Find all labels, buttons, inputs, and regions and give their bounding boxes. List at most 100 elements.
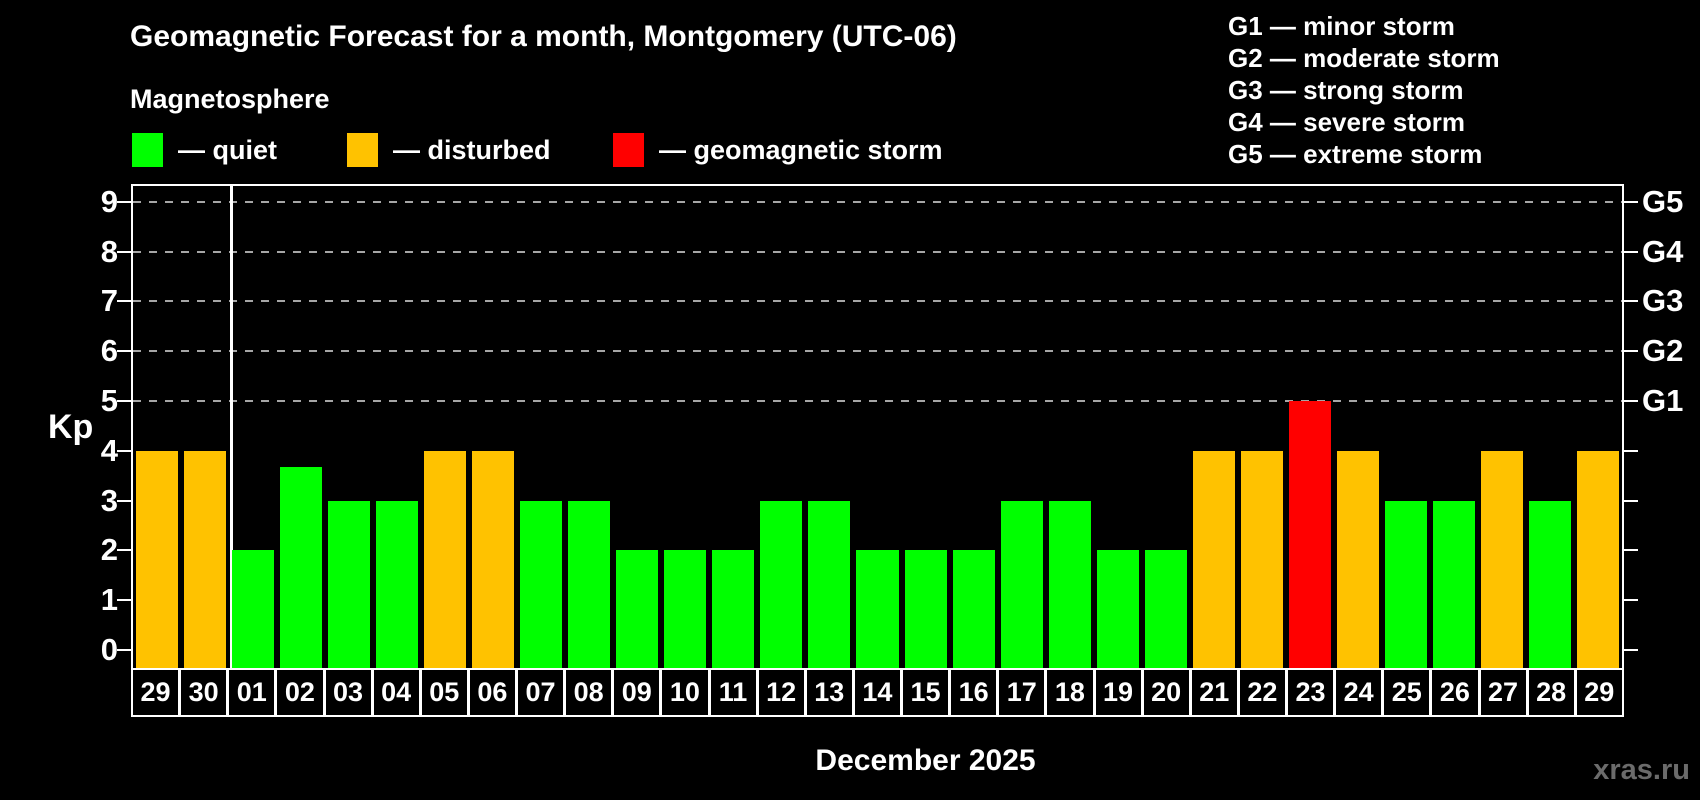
watermark: xras.ru [1593, 754, 1690, 786]
x-date-label-28-27: 27 [1477, 670, 1526, 715]
right-axis-label-g1: G1 [1642, 383, 1684, 418]
bar-2-day-01 [232, 550, 275, 668]
bar-28-day-27 [1480, 450, 1523, 668]
x-date-label-30-29: 29 [1573, 670, 1622, 715]
y-axis-title: Kp [48, 408, 94, 446]
g-scale-legend-g5: G5 — extreme storm [1228, 139, 1483, 169]
y-tick-right-5 [1624, 400, 1638, 402]
y-tick-label-6: 6 [100, 333, 118, 369]
y-tick-left-7 [117, 300, 131, 303]
quiet-color-swatch [132, 133, 163, 167]
legend-item-quiet: — quiet [132, 132, 277, 168]
y-tick-label-4: 4 [100, 432, 118, 468]
g-scale-legend-g1: G1 — minor storm [1228, 11, 1455, 41]
bar-21-day-20 [1144, 550, 1187, 668]
gridline-kp7 [133, 300, 1622, 303]
gridline-kp5 [133, 400, 1622, 402]
bar-20-day-19 [1096, 550, 1139, 668]
bar-11-day-10 [664, 550, 707, 668]
x-date-label-4-03: 03 [322, 670, 371, 715]
x-date-label-24-23: 23 [1285, 670, 1333, 715]
legend-label-disturbed: — disturbed [393, 134, 551, 165]
x-axis-title: December 2025 [815, 744, 1036, 777]
x-axis-date-row: 29 30 01 02 03 04 05 06 07 08 09 10 11 12 13 14 15 16 17 18… [131, 668, 1624, 717]
bar-26-day-25 [1384, 500, 1427, 668]
y-tick-left-9 [117, 200, 131, 203]
legend-item-storm: — geomagnetic storm [613, 132, 943, 168]
bar-13-day-12 [760, 500, 803, 668]
bar-5-day-04 [376, 500, 419, 668]
y-tick-right-8 [1624, 250, 1638, 253]
x-date-label-19-18: 18 [1044, 670, 1092, 715]
y-tick-label-7: 7 [100, 283, 118, 319]
bar-29-day-28 [1528, 500, 1571, 668]
bar-24-day-23 [1288, 401, 1331, 668]
x-date-label-13-12: 12 [755, 670, 804, 715]
legend-label-storm: — geomagnetic storm [659, 134, 943, 165]
bar-6-day-05 [424, 450, 467, 668]
x-date-label-0-29: 29 [140, 677, 171, 707]
x-date-label-18-17: 17 [996, 670, 1044, 715]
x-date-label-8-07: 07 [515, 670, 563, 715]
right-axis-labels: G1 G2 G3 G4 G5 [1642, 0, 1700, 800]
y-tick-left-3 [117, 499, 131, 502]
g-scale-legend-g4: G4 — severe storm [1228, 107, 1466, 137]
legend-label-quiet: — quiet [178, 134, 277, 165]
x-date-label-1-30: 30 [178, 670, 226, 715]
legend-item-disturbed: — disturbed [347, 132, 551, 168]
gridline-kp6 [133, 350, 1622, 353]
y-tick-left-6 [117, 350, 131, 353]
x-date-label-2-01: 01 [226, 670, 274, 715]
y-tick-right-7 [1624, 300, 1638, 303]
right-axis-label-g3: G3 [1642, 283, 1684, 319]
x-date-label-25-24: 24 [1333, 670, 1381, 715]
y-tick-label-3: 3 [100, 482, 118, 518]
bar-25-day-24 [1336, 450, 1379, 668]
y-tick-left-5 [117, 400, 131, 402]
g-scale-legend-g3: G3 — strong storm [1228, 75, 1464, 105]
x-date-label-14-13: 13 [803, 670, 852, 715]
y-tick-left-1 [117, 599, 131, 602]
bar-1-day-30 [184, 450, 227, 668]
x-date-label-7-06: 06 [466, 670, 515, 715]
y-tick-right-2 [1624, 549, 1638, 552]
x-date-label-5-04: 04 [370, 670, 419, 715]
chart-subtitle: Magnetosphere [130, 84, 330, 114]
y-tick-label-2: 2 [100, 532, 118, 568]
bar-12-day-11 [712, 550, 755, 668]
x-date-label-17-16: 16 [948, 670, 996, 715]
x-date-label-6-05: 05 [418, 670, 467, 715]
g-scale-legend: G1 — minor storm G2 — moderate storm G3 … [1228, 10, 1500, 170]
y-tick-right-9 [1624, 200, 1638, 203]
y-tick-left-4 [117, 449, 131, 452]
bar-27-day-26 [1432, 500, 1475, 668]
right-axis-label-g5: G5 [1642, 183, 1684, 219]
bar-30-day-29 [1576, 450, 1619, 668]
bar-15-day-14 [856, 550, 899, 668]
gridline-kp9 [133, 200, 1622, 203]
bar-10-day-09 [616, 550, 659, 668]
bar-14-day-13 [808, 500, 851, 668]
bar-8-day-07 [520, 500, 563, 668]
bar-18-day-17 [1000, 500, 1043, 668]
y-tick-left-2 [117, 549, 131, 552]
x-date-label-20-19: 19 [1092, 670, 1141, 715]
y-tick-label-5: 5 [100, 383, 118, 418]
disturbed-color-swatch [347, 133, 378, 167]
y-tick-right-3 [1624, 499, 1638, 502]
y-tick-right-0 [1624, 649, 1638, 651]
x-date-label-16-15: 15 [900, 670, 948, 715]
bar-7-day-06 [472, 450, 515, 668]
plot-area [117, 184, 1638, 670]
x-date-label-12-11: 11 [707, 670, 756, 715]
y-tick-label-9: 9 [100, 183, 118, 219]
x-date-label-22-21: 21 [1188, 670, 1237, 715]
y-tick-label-0: 0 [100, 632, 118, 667]
bar-3-day-02 [280, 467, 323, 668]
bar-4-day-03 [328, 500, 371, 668]
bar-22-day-21 [1192, 450, 1235, 668]
x-date-label-23-22: 22 [1236, 670, 1285, 715]
x-date-label-11-10: 10 [659, 670, 707, 715]
x-date-label-3-02: 02 [274, 670, 322, 715]
